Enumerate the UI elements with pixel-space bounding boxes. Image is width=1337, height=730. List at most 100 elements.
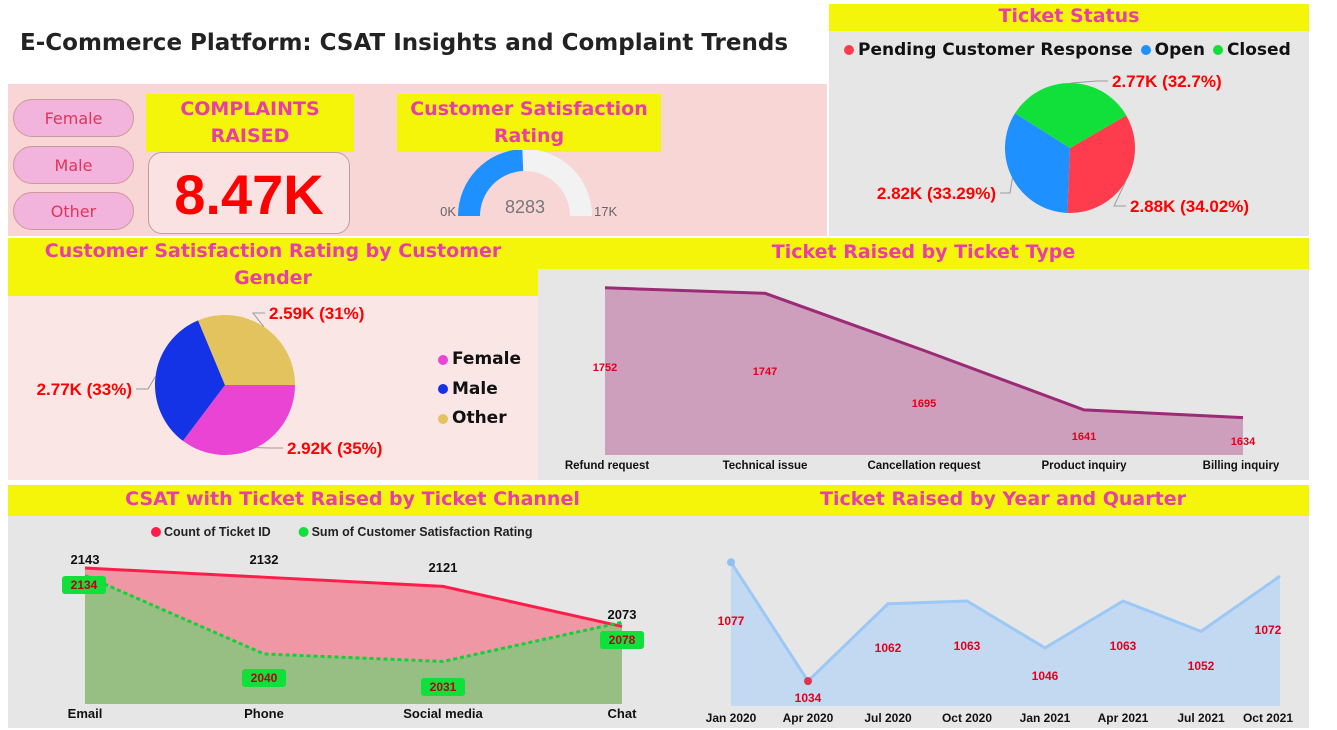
gender-pie-chart: 2.92K (35%) 2.77K (33%) 2.59K (31%) [37,304,383,458]
ticket-type-x-tick: Refund request [565,460,650,472]
ticket-type-title: Ticket Raised by Ticket Type [538,238,1309,269]
channel-legend-item-sum-of-customer-satisfaction-rating: Sum of Customer Satisfaction Rating [312,525,533,539]
gender-slice-label: 2.77K (33%) [37,380,132,399]
ticket-type-x-tick: Technical issue [723,460,808,472]
quarter-data-label: 1072 [1255,623,1282,637]
legend-dot-icon [1140,45,1151,55]
status-slice-closed [1015,83,1127,148]
quarter-x-tick: Apr 2021 [1098,711,1149,725]
ticket-type-area-chart: 1752 Refund request 1747 Technical issue 169… [565,286,1280,472]
channel-csat-data-label: 2134 [71,578,98,592]
legend-dot-icon [438,384,448,395]
quarter-data-label: 1063 [954,639,981,653]
quarter-area [731,562,1280,706]
channel-area-csat [85,575,622,704]
header: E-Commerce Platform: CSAT Insights and C… [8,4,827,83]
channel-legend-item-count-of-ticket-id: Count of Ticket ID [164,525,271,539]
channel-count-data-label: 2143 [71,552,100,567]
channel-csat-label-box [421,678,465,696]
quarter-point-marker [727,558,735,567]
legend-label: Pending Customer Response [858,40,1133,60]
quarter-data-label: 1077 [718,614,745,628]
status-legend-item-open: Open [1140,40,1205,60]
quarter-x-tick: Oct 2021 [1243,711,1293,725]
kpi-card: 8.47K [148,152,350,234]
ticket-type-data-label: 1695 [912,398,936,410]
slicer-item-female[interactable]: Female [13,99,134,137]
channel-x-tick: Email [68,706,103,721]
gender-slice-label: 2.92K (35%) [287,439,382,458]
channel-x-tick: Chat [608,706,638,721]
status-slice-open [1005,113,1070,213]
channel-line-count [84,566,623,628]
legend-label: Closed [1226,40,1291,60]
quarter-title: Ticket Raised by Year and Quarter [697,485,1309,516]
quarter-x-tick: Jul 2021 [1177,711,1225,725]
ticket-type-x-tick: Cancellation request [867,460,980,472]
channel-x-tick: Social media [403,706,483,721]
gauge-chart: 0K 17K 8283 [440,150,617,219]
legend-label: Open [1154,40,1205,60]
status-legend-item-closed: Closed [1212,40,1291,60]
status-leader-line [1071,80,1108,84]
gender-legend-item-other: Other [438,404,521,434]
gauge-min-label: 0K [440,204,456,219]
ticket-status-legend: Pending Customer Response Open Closed [844,40,1291,60]
gender-slice-female [182,385,295,455]
quarter-data-label: 1034 [795,691,822,705]
gender-slice-other [198,315,295,385]
channel-count-data-label: 2132 [250,552,279,567]
ticket-type-x-tick: Product inquiry [1042,460,1128,472]
legend-dot-icon [844,45,854,55]
quarter-x-tick: Oct 2020 [942,711,992,725]
quarter-data-label: 1063 [1110,639,1137,653]
channel-csat-data-label: 2078 [609,633,636,647]
gauge-title: Customer Satisfaction Rating [397,94,661,152]
channel-count-data-label: 2121 [429,560,458,575]
ticket-type-area [605,287,1243,455]
gender-title: Customer Satisfaction Rating by Customer… [8,238,538,296]
status-legend-item-pending-customer-response: Pending Customer Response [844,40,1133,60]
ticket-status-pie-chart: 2.88K (34.02%) 2.82K (33.29%) 2.77K (32.7%… [877,72,1249,216]
kpi-value: 8.47K [174,163,324,226]
quarter-area-chart: 1077 Jan 2020 1034 Apr 2020 1062 Jul 2020 1063… [706,558,1293,725]
gauge-fill [458,150,524,216]
legend-label: Male [452,378,498,399]
legend-dot-icon [438,413,448,424]
status-slice-label: 2.82K (33.29%) [877,184,996,203]
channel-csat-label-box [600,631,644,649]
channel-csat-data-label: 2031 [430,680,457,694]
channel-legend-dot-icon [298,527,309,537]
status-leader-line [1113,181,1127,207]
ticket-type-data-label: 1641 [1072,431,1096,443]
quarter-data-label: 1052 [1188,659,1215,673]
gender-legend-item-female: Female [438,345,521,375]
ticket-type-data-label: 1752 [593,362,617,374]
status-slice-label: 2.88K (34.02%) [1130,197,1249,216]
kpi-label: COMPLAINTS RAISED [146,94,354,152]
channel-x-tick: Phone [244,706,284,721]
quarter-x-tick: Jan 2021 [1020,711,1071,725]
channel-area-chart: Count of Ticket ID Sum of Customer Satisf… [62,525,644,721]
quarter-data-label: 1062 [875,641,902,655]
slicer-item-male[interactable]: Male [13,145,134,184]
ticket-type-x-tick: Billing inquiry [1203,460,1280,472]
channel-legend-dot-icon [151,527,161,537]
gender-legend: Female Male Other [438,345,521,434]
status-slice-pending-customer-response [1067,115,1135,213]
gender-slice-label: 2.59K (31%) [269,304,364,323]
channel-title: CSAT with Ticket Raised by Ticket Channe… [8,485,697,516]
page-title: E-Commerce Platform: CSAT Insights and C… [20,30,789,56]
quarter-data-label: 1046 [1032,669,1059,683]
gauge-max-label: 17K [594,204,617,219]
gender-leader-line [251,312,265,328]
gender-leader-line [136,376,156,390]
quarter-point-marker [804,677,812,686]
gender-legend-item-male: Male [438,375,521,405]
gender-slice-male [155,320,225,441]
channel-csat-label-box [242,669,286,687]
channel-csat-data-label: 2040 [251,671,278,685]
gauge-value-label: 8283 [505,197,545,217]
slicer-item-other[interactable]: Other [13,192,134,230]
quarter-x-tick: Jan 2020 [706,711,757,725]
